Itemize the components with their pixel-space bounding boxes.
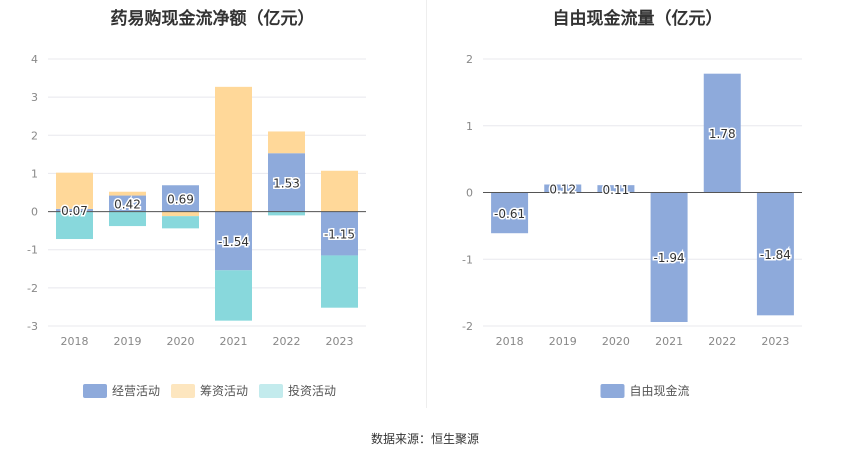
bar-operating — [162, 185, 199, 212]
data-label: 1.53 — [273, 176, 300, 190]
bar-investing — [268, 211, 305, 216]
y-tick-label: -1 — [462, 253, 473, 266]
data-label: 0.11 — [603, 183, 630, 197]
legend-label: 经营活动 — [112, 384, 160, 398]
x-tick-label: 2019 — [114, 335, 142, 348]
x-tick-label: 2020 — [167, 335, 195, 348]
bar-fcf — [650, 192, 688, 322]
data-label: -1.15 — [324, 228, 355, 242]
y-tick-label: -2 — [27, 282, 38, 295]
bar-fcf — [491, 192, 529, 234]
y-tick-label: 3 — [31, 91, 38, 104]
bar-operating — [268, 153, 305, 212]
y-tick-label: -2 — [462, 320, 473, 333]
data-label: -1.54 — [218, 235, 249, 249]
data-label: -1.94 — [654, 251, 685, 265]
data-label: -0.61 — [494, 207, 525, 221]
bar-fcf — [544, 184, 582, 193]
data-label: 0.07 — [61, 204, 88, 218]
y-tick-label: -3 — [27, 320, 38, 333]
data-label: 0.42 — [114, 198, 141, 212]
y-tick-label: 2 — [466, 53, 473, 66]
bar-investing — [109, 211, 146, 227]
legend-swatch — [83, 384, 107, 398]
y-tick-label: 1 — [31, 167, 38, 180]
data-label: 0.12 — [549, 182, 576, 196]
left-chart-title: 药易购现金流净额（亿元） — [110, 9, 315, 29]
x-tick-label: 2018 — [61, 335, 89, 348]
legend-label: 投资活动 — [288, 383, 336, 398]
x-tick-label: 2019 — [549, 335, 577, 348]
x-tick-label: 2023 — [326, 335, 354, 348]
legend-swatch — [259, 384, 283, 398]
bar-financing — [321, 170, 358, 212]
legend-label: 自由现金流 — [630, 383, 690, 398]
chart-divider — [426, 0, 427, 408]
bar-financing — [162, 211, 199, 217]
y-tick-label: 1 — [466, 120, 473, 133]
x-tick-label: 2021 — [220, 335, 248, 348]
bar-fcf — [756, 192, 794, 316]
legend-swatch — [171, 384, 195, 398]
bar-investing — [56, 211, 93, 240]
right-chart-title: 自由现金流量（亿元） — [552, 9, 723, 29]
data-source-note: 数据来源：恒生聚源 — [370, 432, 479, 446]
bar-operating — [321, 211, 358, 256]
bar-operating — [109, 195, 146, 212]
bar-financing — [268, 131, 305, 154]
x-tick-label: 2021 — [655, 335, 683, 348]
y-tick-label: 4 — [31, 53, 38, 66]
bar-operating — [56, 208, 93, 212]
bar-financing — [215, 86, 252, 212]
bar-investing — [215, 270, 252, 321]
bar-financing — [109, 191, 146, 196]
y-tick-label: 0 — [31, 206, 38, 219]
legend-swatch — [600, 384, 625, 398]
y-tick-label: 0 — [466, 187, 473, 200]
x-tick-label: 2022 — [273, 335, 301, 348]
x-tick-label: 2020 — [602, 335, 630, 348]
data-label: 1.78 — [709, 127, 736, 141]
bar-investing — [321, 255, 358, 308]
bar-operating — [215, 211, 252, 271]
bar-fcf — [703, 73, 741, 193]
y-tick-label: -1 — [27, 244, 38, 257]
x-tick-label: 2023 — [761, 335, 789, 348]
bar-fcf — [597, 185, 635, 193]
bar-financing — [56, 172, 93, 209]
legend-label: 筹资活动 — [200, 384, 248, 398]
y-tick-label: 2 — [31, 129, 38, 142]
data-label: -1.84 — [760, 248, 791, 262]
x-tick-label: 2022 — [708, 335, 736, 348]
bar-investing — [162, 216, 199, 229]
x-tick-label: 2018 — [496, 335, 524, 348]
data-label: 0.69 — [167, 192, 194, 206]
